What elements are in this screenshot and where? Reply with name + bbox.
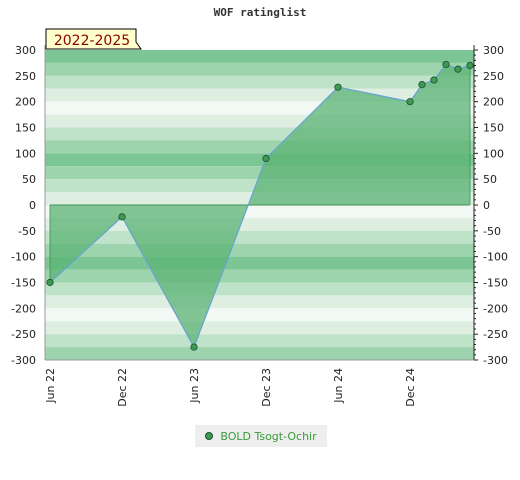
data-point [442, 60, 450, 69]
y-tick-label: 0 [29, 199, 36, 212]
y2-tick-label: -300 [483, 354, 508, 367]
axes [44, 45, 478, 361]
y2-tick-label: -250 [483, 328, 508, 341]
y2-tick-label: 300 [483, 44, 504, 57]
data-point [334, 83, 342, 91]
grid-band [45, 282, 474, 296]
y2-tick-label: 200 [483, 96, 504, 109]
grid-band [45, 256, 474, 270]
data-point [118, 213, 126, 221]
y2-tick-label: -50 [483, 225, 501, 238]
y-tick-label: -200 [11, 302, 36, 315]
legend-marker-icon [205, 432, 214, 440]
y2-tick-label: 0 [483, 199, 490, 212]
period-badge-text: 2022-2025 [54, 33, 130, 49]
x-tick-label: Jun 24 [332, 368, 345, 404]
grid-band [45, 308, 474, 322]
y-tick-label: 300 [15, 44, 36, 57]
grid-band [45, 269, 474, 283]
x-tick-label: Jun 22 [44, 368, 57, 404]
y2-tick-label: 250 [483, 70, 504, 83]
data-point [430, 76, 438, 84]
grid-band [45, 334, 474, 348]
y2-tick-label: 50 [483, 173, 497, 186]
data-point [406, 98, 414, 106]
y-tick-label: -250 [11, 328, 36, 341]
grid-band [45, 295, 474, 309]
y-tick-label: -150 [11, 277, 36, 290]
y2-tick-label: 100 [483, 147, 504, 160]
data-point [46, 278, 54, 287]
period-badge: 2022-2025 [45, 28, 142, 50]
x-tick-label: Jun 23 [188, 368, 201, 404]
y-tick-label: 50 [22, 173, 36, 186]
x-tick-label: Dec 24 [404, 368, 417, 407]
chart-title: WOF ratinglist [214, 6, 307, 19]
data-point [418, 81, 426, 89]
data-point [190, 343, 198, 351]
grid-band [45, 230, 474, 244]
data-point [466, 61, 474, 70]
grid-band [45, 75, 474, 89]
y2-tick-label: -200 [483, 302, 508, 315]
x-tick-label: Dec 22 [116, 368, 129, 407]
grid-band [45, 50, 474, 63]
data-point [454, 65, 462, 73]
y-tick-label: -100 [11, 251, 36, 264]
tick-labels: 300 300 250 250 200 200 150 150 100 100 50 50 0 0 -50 -… [11, 44, 508, 407]
y-tick-label: 150 [15, 122, 36, 135]
grid-band [45, 62, 474, 76]
y-tick-label: 250 [15, 70, 36, 83]
y-tick-label: -300 [11, 354, 36, 367]
y2-tick-label: 150 [483, 122, 504, 135]
x-tick-label: Dec 23 [260, 368, 273, 407]
legend-label: BOLD Tsogt-Ochir [220, 429, 317, 443]
y-tick-label: -50 [18, 225, 36, 238]
y2-tick-label: -100 [483, 251, 508, 264]
legend[interactable]: BOLD Tsogt-Ochir [195, 425, 327, 447]
data-point [262, 154, 270, 163]
y2-tick-label: -150 [483, 277, 508, 290]
grid-band [45, 347, 474, 360]
y-tick-label: 200 [15, 96, 36, 109]
data-marks [46, 60, 474, 351]
grid-band [45, 243, 474, 257]
period-badge-box [45, 28, 142, 50]
grid-band [45, 321, 474, 335]
y-tick-label: 100 [15, 147, 36, 160]
